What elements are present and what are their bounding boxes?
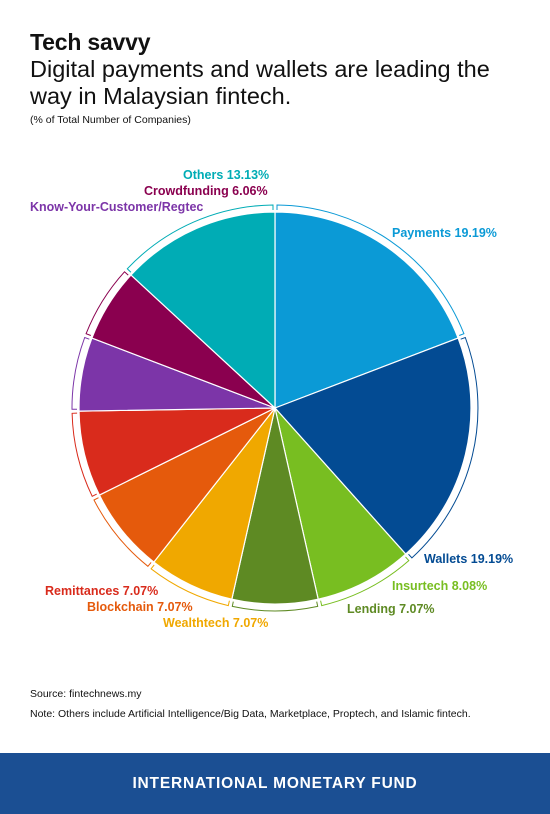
pie-slice-wallets [273,337,472,555]
slice-bracket-insurtech [320,556,410,607]
slice-bracket-remittances [71,412,97,497]
slice-bracket-crowdfunding [85,271,129,336]
slice-label-lending: Lending 7.07% [347,602,435,616]
unit-note: (% of Total Number of Companies) [30,114,191,126]
slice-bracket-know-your-customer-regtech [71,336,90,410]
pie-slice-others [130,211,276,410]
slice-bracket-others [126,204,274,273]
slice-bracket-blockchain [93,497,152,567]
slice-label-wallets: Wallets 19.19% [424,552,513,566]
slice-bracket-payments [276,204,465,336]
footer-org-name: INTERNATIONAL MONETARY FUND [132,774,418,792]
slice-label-blockchain: Blockchain 7.07% [87,600,193,614]
slice-label-crowdfunding: Crowdfunding 6.06% [144,184,268,198]
slice-label-payments: Payments 19.19% [392,226,497,240]
slice-label-others: Others 13.13% [183,168,269,182]
source-note: Source: fintechnews.my [30,688,142,700]
slice-bracket-wealthtech [150,564,230,607]
slice-label-know-your-customer-regtech: Know-Your-Customer/Regtec [30,200,203,214]
pie-chart: Payments 19.19% Wallets 19.19% Insurtech 8… [30,168,513,630]
slice-label-remittances: Remittances 7.07% [45,584,158,598]
pie-slice-payments [274,211,459,409]
slice-label-wealthtech: Wealthtech 7.07% [163,616,268,630]
slice-label-insurtech: Insurtech 8.08% [392,579,487,593]
chart-subtitle: Digital payments and wallets are leading… [30,56,490,109]
footnote: Note: Others include Artificial Intellig… [30,708,471,720]
slice-bracket-wallets [408,336,479,559]
chart-title: Tech savvy [30,29,151,55]
footer-banner: INTERNATIONAL MONETARY FUND [0,753,550,814]
slice-bracket-lending [231,601,319,612]
